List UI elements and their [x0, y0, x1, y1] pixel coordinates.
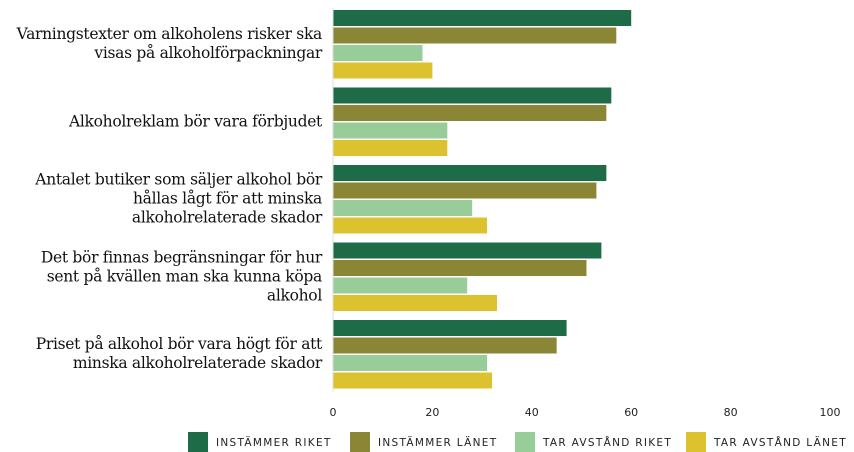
category-label: Varningstexter om alkoholens risker ska … — [16, 25, 323, 62]
x-tick-label: 20 — [425, 406, 439, 419]
bar — [333, 45, 423, 61]
bar — [333, 105, 607, 121]
bar — [333, 355, 488, 371]
legend-swatch — [686, 432, 706, 452]
category-label: Alkoholreklam bör vara förbjudet — [68, 112, 322, 130]
bar — [333, 372, 493, 389]
x-tick-label: 0 — [330, 406, 337, 419]
bar — [333, 337, 557, 354]
legend-label: INSTÄMMER LÄNET — [378, 436, 497, 449]
bar — [333, 260, 587, 276]
x-tick-label: 100 — [820, 406, 841, 419]
bar — [333, 277, 468, 294]
category-label: Priset på alkohol bör vara högt för att … — [35, 335, 323, 372]
legend-label: INSTÄMMER RIKET — [216, 436, 332, 449]
x-tick-label: 60 — [624, 406, 638, 419]
legend-label: TAR AVSTÅND RIKET — [542, 436, 672, 449]
legend-swatch — [350, 432, 370, 452]
x-tick-label: 80 — [724, 406, 738, 419]
legend-label: TAR AVSTÅND LÄNET — [713, 436, 847, 449]
bar — [333, 200, 473, 216]
category-label: Antalet butiker som säljer alkohol bör h… — [35, 170, 322, 227]
bar — [333, 295, 498, 311]
bar — [333, 10, 632, 26]
bar — [333, 320, 567, 336]
bar — [333, 217, 488, 234]
bar — [333, 27, 617, 44]
bar — [333, 182, 597, 199]
bar — [333, 87, 612, 104]
bar — [333, 242, 602, 259]
bar — [333, 140, 448, 156]
bar — [333, 62, 433, 79]
x-tick-label: 40 — [525, 406, 539, 419]
bar — [333, 122, 448, 139]
category-label: Det bör finnas begränsningar för hur sen… — [40, 248, 322, 304]
bar — [333, 165, 607, 181]
legend-swatch — [188, 432, 208, 452]
legend-swatch — [515, 432, 535, 452]
